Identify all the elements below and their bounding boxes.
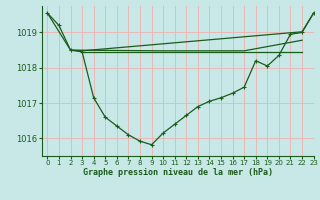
X-axis label: Graphe pression niveau de la mer (hPa): Graphe pression niveau de la mer (hPa) (83, 168, 273, 177)
